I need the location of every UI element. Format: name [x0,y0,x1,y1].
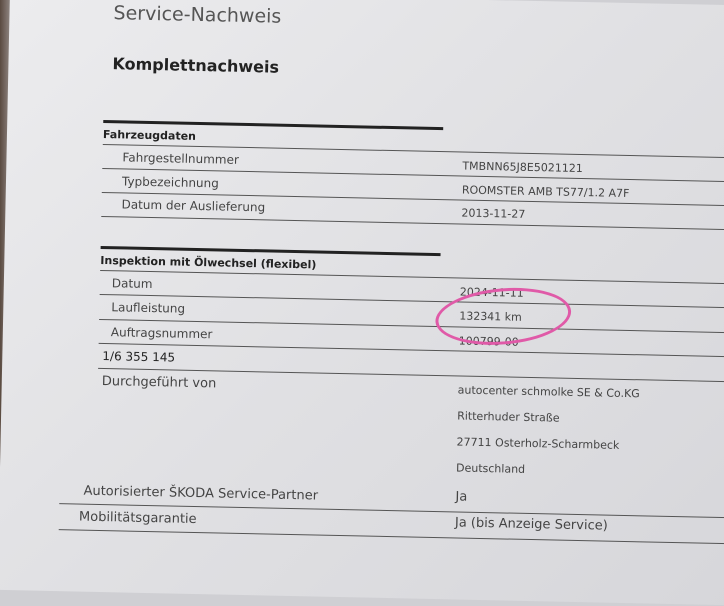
partner-value: Ja [455,489,468,505]
divider [58,529,724,545]
field-label: Typbezeichnung [121,174,219,191]
field-label: Datum [111,276,153,292]
highlight-circle [433,282,574,350]
divider [98,342,724,358]
code-number: 1/6 355 145 [102,349,176,365]
address-line: autocenter schmolke SE & Co.KG [457,383,640,401]
field-label: Fahrgestellnummer [122,150,240,167]
divider [100,269,724,285]
mobility-value: Ja (bis Anzeige Service) [454,515,608,534]
field-label: Datum der Auslieferung [121,197,266,215]
divider [99,293,724,309]
field-value: ROOMSTER AMB TS77/1.2 A7F [461,183,630,201]
divider [101,215,724,231]
field-value: TMBNN65J8E5021121 [462,159,583,176]
address-line: Ritterhuder Straße [457,409,560,425]
address-line: Deutschland [455,461,526,476]
performed-by-label: Durchgeführt von [101,374,217,392]
partner-label: Autorisierter ŠKODA Service-Partner [83,483,319,504]
field-value: 2013-11-27 [461,206,526,221]
mobility-label: Mobilitätsgarantie [78,509,197,528]
field-label: Laufleistung [111,300,186,316]
section-heading-vehicle: Fahrzeugdaten [102,127,197,143]
field-label: Auftragsnummer [110,325,213,342]
section-heading-inspection: Inspektion mit Ölwechsel (flexibel) [100,253,317,272]
address-line: 27711 Osterholz-Scharmbeck [456,435,620,452]
page-subtitle: Komplettnachweis [112,54,280,77]
page-title: Service-Nachweis [113,2,282,28]
